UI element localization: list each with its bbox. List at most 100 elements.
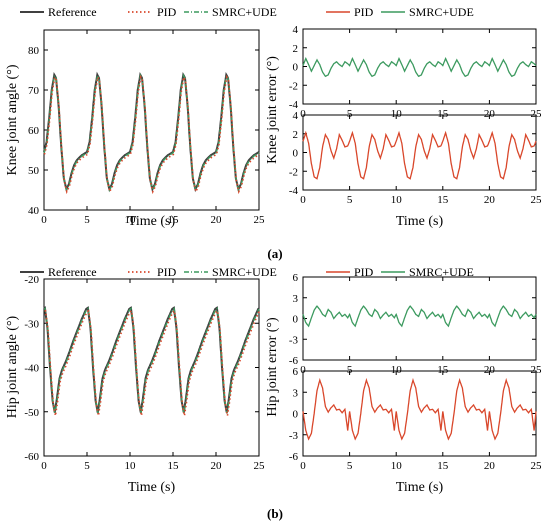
legend-pid-label: PID [354,265,374,279]
y-tick-label: 0 [293,409,299,421]
knee_angle-axes: 0 5 10 15 20 25 40 50 60 70 80 Time (s) Knee joint a… [5,29,266,229]
x-axis-label: Time (s) [128,480,176,495]
y-tick-label: 2 [293,129,299,141]
y-tick-label: -4 [289,99,299,111]
y-axis-label: Hip joint angle (°) [5,315,20,418]
y-tick-label: 0 [293,314,299,326]
x-tick-label: 10 [391,194,403,206]
y-tick-label: 3 [293,293,299,305]
pid-line [43,74,260,195]
y-tick-label: -6 [289,355,299,367]
legend: PID SMRC+UDE [326,5,474,19]
y-tick-label: -6 [289,451,299,463]
plot-frame [302,28,537,105]
x-tick-label: 20 [484,108,496,120]
x-tick-label: 0 [41,214,47,226]
y-tick-label: -3 [289,334,299,346]
plot-frame [302,276,537,361]
legend-pid-label: PID [354,5,374,19]
x-tick-label: 0 [300,194,306,206]
x-tick-label: 5 [84,460,90,472]
x-tick-label: 20 [211,460,223,472]
x-tick-label: 10 [391,460,403,472]
x-tick-label: 5 [347,460,353,472]
x-axis-label: Time (s) [396,480,444,495]
x-tick-label: 15 [168,460,180,472]
x-tick-label: 5 [347,364,353,376]
x-tick-label: 10 [391,108,403,120]
pid-error-line [302,130,537,180]
y-tick-label: 60 [28,125,40,137]
reference-line [43,306,260,413]
knee_error_smrc-axes: 0 5 10 15 20 25 -4 -2 0 2 4 [289,24,542,120]
x-tick-label: 15 [437,194,449,206]
y-tick-label: 3 [293,387,299,399]
x-tick-label: 10 [125,214,137,226]
x-tick-label: 15 [168,214,180,226]
y-tick-label: 2 [293,43,299,55]
legend-reference-label: Reference [48,5,97,19]
y-tick-label: 0 [293,62,299,74]
smrc-line [43,306,260,414]
y-tick-label: 50 [28,165,40,177]
x-tick-label: 10 [125,460,137,472]
x-tick-label: 20 [484,460,496,472]
x-tick-label: 20 [211,214,223,226]
legend-smrc-label: SMRC+UDE [409,5,474,19]
x-tick-label: 25 [531,364,543,376]
subfigure-label-b: (b) [267,506,283,521]
subfigure-label-a: (a) [267,246,282,261]
y-tick-label: -4 [289,185,299,197]
y-axis-label: Knee joint error (°) [265,56,280,164]
x-tick-label: 25 [531,194,543,206]
legend: Reference PID SMRC+UDE [20,265,277,279]
y-tick-label: 4 [293,24,299,36]
y-tick-label: -40 [24,363,39,375]
x-tick-label: 15 [437,460,449,472]
y-tick-label: 6 [293,366,299,378]
x-tick-label: 10 [391,364,403,376]
y-tick-label: 80 [28,45,40,57]
x-tick-label: 0 [300,364,306,376]
y-tick-label: 0 [293,148,299,160]
plot-frame [43,29,260,211]
x-axis-label: Time (s) [128,214,176,229]
y-axis-label: Knee joint angle (°) [5,64,20,175]
x-tick-label: 25 [254,460,266,472]
legend-reference-label: Reference [48,265,97,279]
x-tick-label: 0 [300,108,306,120]
x-tick-label: 0 [41,460,47,472]
y-tick-label: -3 [289,430,299,442]
x-tick-label: 20 [484,194,496,206]
pid-error-line [302,377,537,441]
reference-line [43,71,260,193]
y-tick-label: 6 [293,272,299,284]
y-tick-label: 70 [28,85,40,97]
legend-smrc-label: SMRC+UDE [212,265,277,279]
pid-line [44,309,261,416]
x-tick-label: 25 [254,214,266,226]
x-tick-label: 5 [84,214,90,226]
legend-pid-label: PID [157,5,177,19]
x-axis-label: Time (s) [396,214,444,229]
y-tick-label: -50 [24,407,39,419]
y-tick-label: -60 [24,451,39,463]
plot-frame [302,114,537,191]
smrc-error-line [302,305,537,328]
x-tick-label: 5 [347,108,353,120]
legend-smrc-label: SMRC+UDE [212,5,277,19]
smrc-error-line [302,56,537,78]
x-tick-label: 25 [531,460,543,472]
smrc-line [43,73,260,193]
y-tick-label: -30 [24,318,39,330]
x-tick-label: 15 [437,364,449,376]
y-tick-label: 40 [28,205,40,217]
x-tick-label: 25 [531,108,543,120]
x-tick-label: 15 [437,108,449,120]
legend-pid-label: PID [157,265,177,279]
x-tick-label: 5 [347,194,353,206]
legend-smrc-label: SMRC+UDE [409,265,474,279]
